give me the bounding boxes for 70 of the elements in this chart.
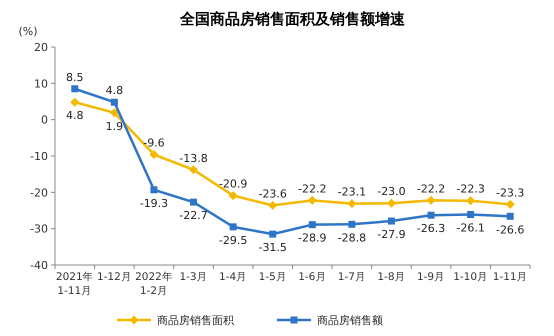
data-label: -31.5: [258, 241, 287, 254]
point: [110, 98, 118, 106]
data-label: 4.8: [66, 109, 84, 122]
x-tick-label: 2022年 1-2月: [135, 271, 173, 297]
point: [71, 85, 78, 92]
x-tick-label: 1-12月: [96, 271, 132, 283]
point: [269, 230, 276, 238]
point: [467, 210, 474, 218]
point: [268, 200, 278, 210]
point: [308, 221, 316, 228]
point: [189, 165, 198, 174]
data-label: -26.6: [496, 223, 524, 236]
data-label: -23.3: [496, 186, 524, 200]
point: [388, 218, 395, 225]
point: [506, 200, 515, 209]
point: [386, 198, 396, 208]
point: [110, 108, 119, 118]
data-label: -26.3: [416, 222, 446, 236]
y-tick-label: -40: [30, 259, 48, 272]
point: [348, 220, 356, 228]
data-label: 8.5: [66, 70, 84, 84]
x-tick-label: 1-11月: [492, 271, 528, 283]
x-tick-label: 1-6月: [298, 271, 326, 283]
data-label: -23.6: [258, 187, 287, 200]
chart-title: 全国商品房销售面积及销售额增速: [179, 10, 406, 28]
data-label: -20.9: [218, 178, 248, 191]
legend-label: 商品房销售面积: [157, 314, 234, 327]
data-label: -19.3: [140, 196, 168, 210]
y-tick-label: -30: [30, 222, 48, 236]
point: [190, 198, 198, 206]
x-tick-label: 1-5月: [258, 271, 287, 283]
y-tick-label: 20: [34, 41, 48, 54]
legend-label: 商品房销售额: [317, 314, 383, 327]
x-tick-label: 1-7月: [338, 271, 366, 283]
data-label: -27.9: [377, 228, 406, 242]
data-label: -29.5: [218, 234, 248, 247]
data-label: -23.1: [338, 186, 366, 199]
point: [149, 150, 158, 160]
data-label: -22.2: [416, 182, 446, 196]
x-tick-label: 1-8月: [377, 271, 406, 283]
y-axis-title: (%): [18, 25, 38, 38]
point: [308, 196, 317, 205]
data-label: -26.1: [456, 221, 485, 234]
data-label: -22.3: [456, 182, 485, 196]
point: [150, 186, 158, 194]
data-label: -9.6: [143, 136, 165, 150]
point: [466, 196, 476, 206]
point: [506, 212, 514, 220]
data-label: -28.9: [298, 232, 327, 245]
data-label: -22.7: [179, 209, 208, 222]
data-label: 4.8: [106, 84, 124, 98]
point: [70, 98, 80, 107]
data-label: 1.9: [106, 120, 124, 133]
x-tick-label: 1-9月: [416, 271, 446, 283]
y-tick-label: -10: [30, 150, 48, 163]
x-tick-label: 1-3月: [179, 271, 208, 283]
y-tick-label: 10: [34, 77, 48, 90]
x-tick-label: 2021年 1-11月: [56, 271, 94, 297]
point: [347, 199, 356, 208]
point: [228, 191, 238, 200]
data-label: -22.2: [298, 182, 327, 196]
data-label: -23.0: [377, 185, 406, 198]
y-tick-label: 0: [41, 114, 48, 127]
x-tick-label: 1-4月: [219, 271, 248, 283]
data-label: -28.8: [338, 231, 366, 244]
point: [230, 223, 237, 230]
data-label: -13.8: [179, 152, 208, 165]
point: [428, 212, 435, 219]
y-tick-label: -20: [30, 186, 48, 200]
x-tick-label: 1-10月: [453, 271, 488, 283]
